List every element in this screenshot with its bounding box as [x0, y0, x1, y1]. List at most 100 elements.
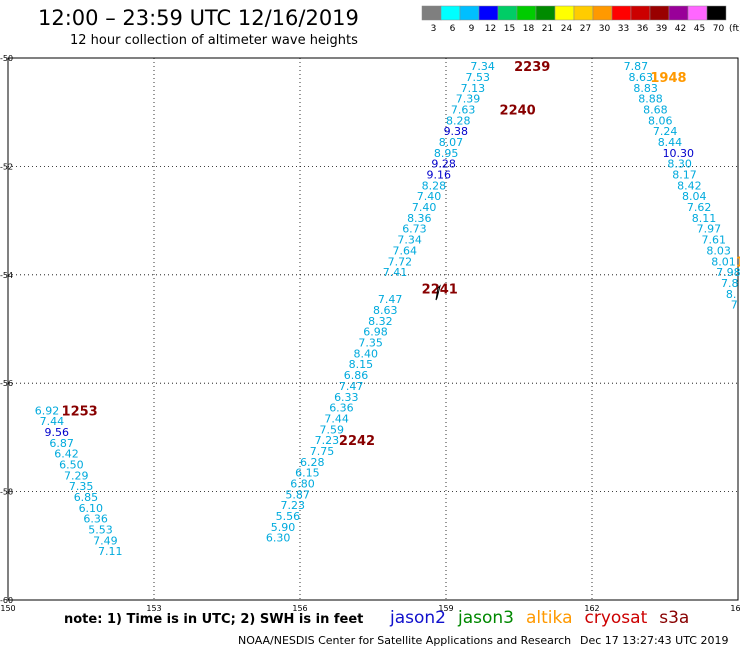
y-tick-label: -58	[0, 488, 13, 497]
scale-swatch	[573, 5, 594, 21]
swh-value-label: 9.38	[444, 125, 469, 138]
scale-swatch	[611, 5, 632, 21]
swh-value-label: 7.75	[310, 445, 335, 458]
y-tick-label: -52	[0, 162, 13, 171]
scale-label: 21	[542, 24, 553, 34]
swh-value-label: 7.8	[721, 277, 739, 290]
scale-label: 70	[713, 24, 725, 34]
swh-value-label: 7.39	[456, 93, 481, 106]
swh-value-label: 5.56	[276, 510, 301, 523]
pass-number-label: 1253	[62, 404, 98, 419]
pass-number-label: 19	[736, 255, 740, 270]
scale-label: 18	[523, 24, 535, 34]
swh-value-label: 7.47	[339, 380, 364, 393]
page-subtitle: 12 hour collection of altimeter wave hei…	[70, 33, 358, 48]
swh-value-label: 7	[731, 299, 738, 312]
scale-label: 9	[469, 24, 475, 34]
ice-marker-icon	[435, 284, 441, 301]
satellite-legend-item: altika	[526, 608, 573, 628]
swh-value-label: 6.10	[79, 502, 104, 515]
satellite-legend-item: jason2	[390, 608, 446, 628]
swh-value-label: 8.68	[643, 103, 668, 116]
pass-number-label: 2239	[514, 60, 550, 75]
swh-value-label: 10.30	[663, 147, 695, 160]
scale-label: 39	[656, 24, 668, 34]
page-title: 12:00 – 23:59 UTC 12/16/2019	[38, 6, 359, 30]
scale-swatch	[649, 5, 670, 21]
scale-swatch	[478, 5, 499, 21]
swh-value-label: 6.15	[295, 467, 320, 480]
swh-value-label: 6.28	[300, 456, 325, 469]
x-tick-label: 153	[146, 604, 161, 613]
swh-value-label: 7.23	[315, 434, 340, 447]
swh-value-label: 5.87	[285, 488, 310, 501]
y-tick-label: -54	[0, 271, 13, 280]
swh-value-label: 8.11	[692, 212, 717, 225]
scale-label: 27	[580, 24, 591, 34]
swh-value-label: 8.15	[349, 358, 374, 371]
y-tick-label: -50	[0, 54, 13, 63]
swh-value-label: 7.40	[412, 201, 437, 214]
pass-number-label: 1948	[650, 71, 686, 86]
scale-label: 15	[504, 24, 515, 34]
plot-border	[7, 57, 739, 601]
swh-value-label: 9.56	[45, 426, 70, 439]
x-tick-label: 162	[584, 604, 599, 613]
satellite-legend-item: s3a	[659, 608, 690, 628]
swh-value-label: 7.35	[69, 480, 94, 493]
swh-value-label: 6.50	[59, 459, 84, 472]
swh-value-label: 7.61	[702, 234, 727, 247]
swh-value-label: 8.06	[648, 114, 673, 127]
scale-swatch	[592, 5, 613, 21]
swh-value-label: 8.28	[446, 114, 471, 127]
swh-value-label: 8.83	[633, 82, 658, 95]
swh-value-label: 8.36	[407, 212, 432, 225]
satellite-legend-item: cryosat	[584, 608, 648, 628]
swh-value-label: 8.44	[658, 136, 683, 149]
swh-value-label: 6.85	[74, 491, 99, 504]
swh-value-label: 7.64	[392, 244, 417, 257]
swh-value-label: 7.24	[653, 125, 678, 138]
swh-value-label: 8.04	[682, 190, 707, 203]
swh-value-label: 7.34	[470, 60, 495, 73]
credit-line: NOAA/NESDIS Center for Satellite Applica…	[238, 634, 572, 647]
swh-value-label: 7.98	[716, 266, 740, 279]
pass-number-label: 2240	[500, 103, 536, 118]
scale-swatch	[497, 5, 518, 21]
swh-value-label: 5.90	[271, 521, 296, 534]
y-tick-label: -56	[0, 379, 13, 388]
scale-swatch	[459, 5, 480, 21]
swh-value-label: 7.34	[397, 234, 422, 247]
scale-label: 24	[561, 24, 573, 34]
swh-value-label: 6.80	[290, 477, 315, 490]
footnote: note: 1) Time is in UTC; 2) SWH is in fe…	[64, 612, 364, 627]
x-tick-label: 165	[730, 604, 740, 613]
swh-value-label: 6.86	[344, 369, 369, 382]
axis-ticks: 150 153 156 159 162 165 -50 -52 -54 -56 -58 -60	[0, 54, 740, 613]
swh-value-label: 6.33	[334, 391, 359, 404]
y-tick-label: -60	[0, 596, 13, 605]
generation-timestamp: Dec 17 13:27:43 UTC 2019	[580, 634, 729, 647]
swh-value-label: 8.17	[672, 169, 697, 182]
swh-value-label: 8.07	[439, 136, 464, 149]
swh-value-label: 6.98	[363, 326, 388, 339]
swh-value-label: 8.42	[677, 179, 702, 192]
swh-value-label: 8.03	[706, 244, 731, 257]
swh-value-label: 7.29	[64, 469, 89, 482]
swh-value-label: 7.35	[358, 337, 383, 350]
scale-label: 33	[618, 24, 629, 34]
swh-value-label: 7.40	[417, 190, 442, 203]
swh-value-label: 7.11	[98, 545, 123, 558]
swh-value-label: 7.59	[319, 423, 344, 436]
swh-value-label: 6.73	[402, 223, 427, 236]
x-tick-label: 150	[0, 604, 15, 613]
swh-value-label: 7.23	[281, 499, 306, 512]
scale-swatch	[630, 5, 651, 21]
scale-label: 12	[485, 24, 496, 34]
swh-value-label: 7.44	[40, 415, 64, 428]
pass-number-label: 2242	[339, 434, 375, 449]
x-tick-label: 156	[292, 604, 307, 613]
scale-swatch	[421, 5, 442, 21]
swh-value-label: 7.87	[624, 60, 649, 73]
